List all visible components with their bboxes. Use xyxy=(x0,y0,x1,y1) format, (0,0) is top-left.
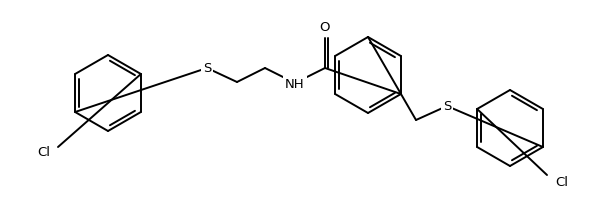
Text: S: S xyxy=(203,61,211,74)
Text: O: O xyxy=(319,21,330,34)
Text: NH: NH xyxy=(285,77,305,90)
Text: Cl: Cl xyxy=(37,147,50,160)
Text: S: S xyxy=(443,99,451,112)
Text: Cl: Cl xyxy=(555,177,568,190)
